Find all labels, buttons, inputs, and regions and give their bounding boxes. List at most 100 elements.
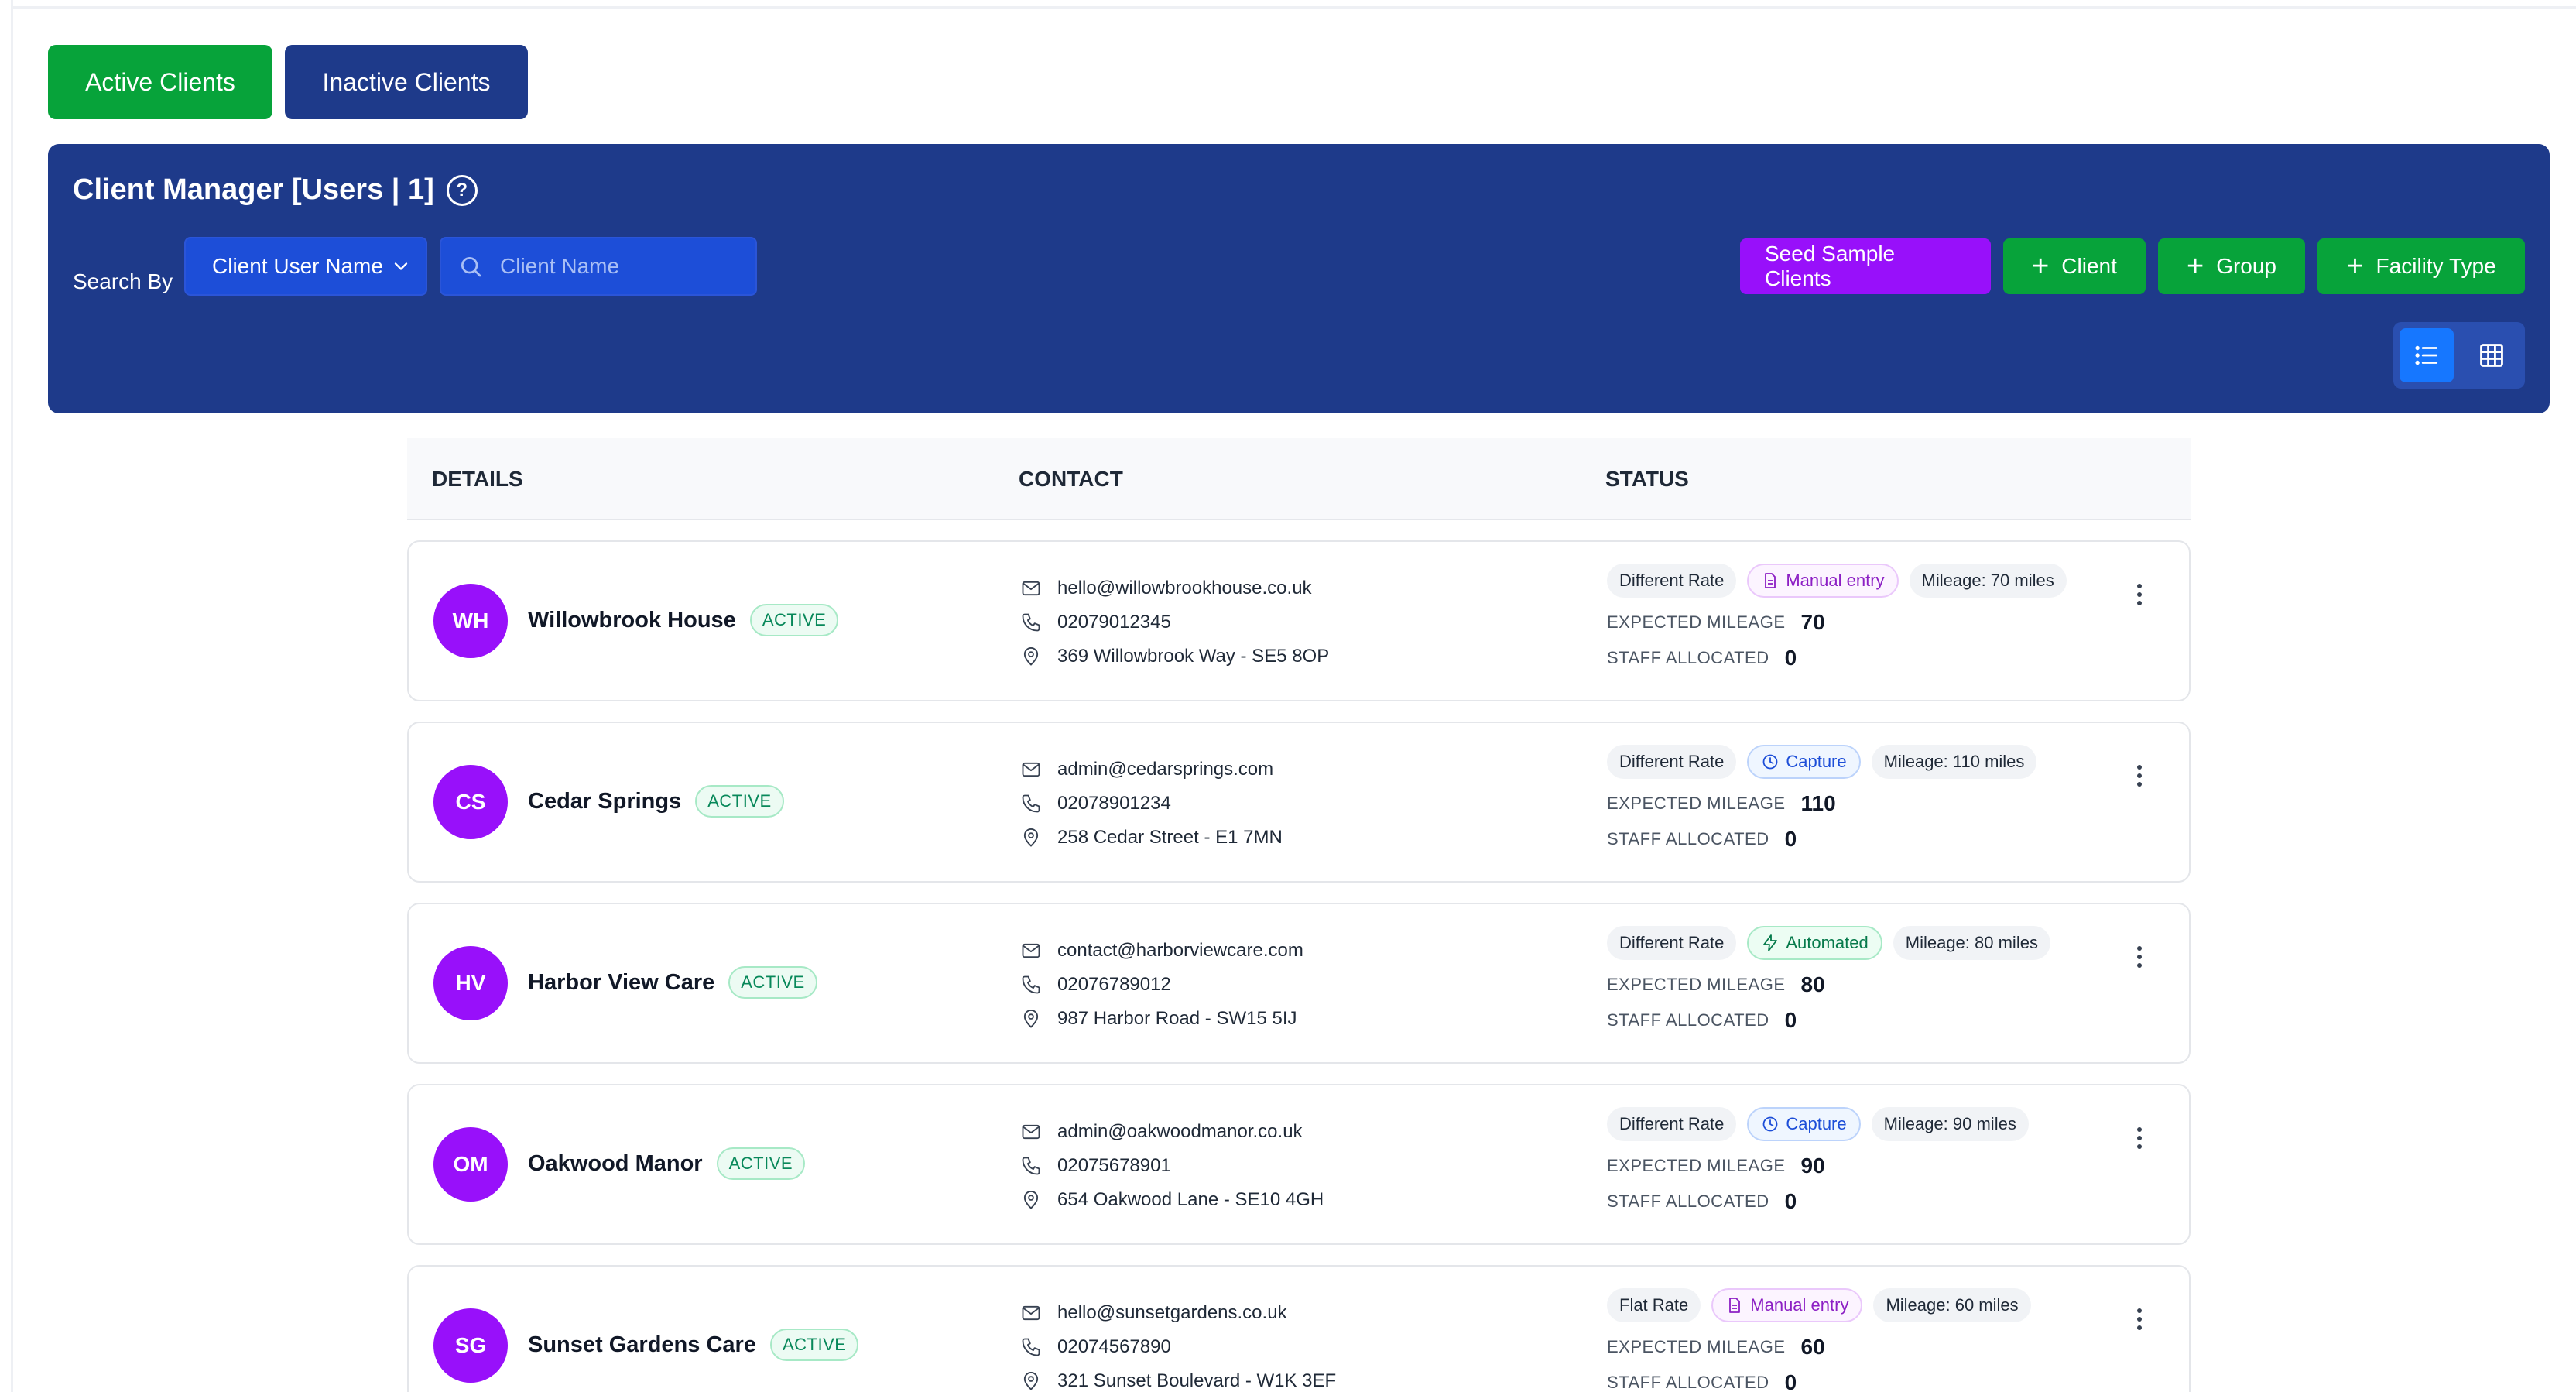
list-view-button[interactable] [2400, 328, 2454, 382]
mileage-mode-label: Manual entry [1786, 571, 1885, 590]
status-info: Flat Rate Manual entry Mileage: 60 miles… [1607, 1288, 2031, 1392]
more-options-icon[interactable] [2130, 760, 2149, 791]
status-pills: Different Rate Capture Mileage: 90 miles [1607, 1107, 2029, 1141]
phone-text[interactable]: 02075678901 [1057, 1155, 1171, 1176]
status-badge: ACTIVE [749, 604, 839, 636]
email-text[interactable]: hello@willowbrookhouse.co.uk [1057, 578, 1312, 598]
search-by-label: Search By [73, 269, 173, 293]
contact-phone: 02078901234 [1020, 787, 1283, 821]
address-text: 258 Cedar Street - E1 7MN [1057, 827, 1283, 848]
map-pin-icon [1023, 1372, 1039, 1390]
contact-phone: 02079012345 [1020, 605, 1329, 639]
phone-text[interactable]: 02076789012 [1057, 974, 1171, 995]
document-icon [1765, 573, 1776, 588]
contact-info: contact@harborviewcare.com 02076789012 9… [1020, 934, 1303, 1036]
grid-view-button[interactable] [2465, 328, 2519, 382]
expected-mileage-value: 60 [1800, 1335, 1825, 1359]
expected-mileage-label: EXPECTED MILEAGE [1607, 794, 1786, 813]
column-header-status[interactable]: STATUS [1605, 467, 1689, 491]
more-options-icon[interactable] [2130, 579, 2149, 610]
contact-info: hello@willowbrookhouse.co.uk 02079012345… [1020, 571, 1329, 674]
contact-address: 987 Harbor Road - SW15 5IJ [1020, 1002, 1303, 1036]
help-icon[interactable]: ? [446, 174, 478, 206]
email-text[interactable]: admin@cedarsprings.com [1057, 759, 1274, 780]
more-options-icon[interactable] [2130, 1304, 2149, 1335]
phone-text[interactable]: 02078901234 [1057, 793, 1171, 814]
tab-inactive-clients[interactable]: Inactive Clients [285, 45, 528, 119]
status-badge: ACTIVE [728, 966, 817, 999]
map-pin-icon [1023, 1010, 1039, 1028]
client-name[interactable]: Oakwood Manor [528, 1150, 703, 1176]
address-text: 369 Willowbrook Way - SE5 8OP [1057, 646, 1330, 667]
client-row[interactable]: CS Cedar Springs ACTIVE admin@cedarsprin… [407, 722, 2191, 883]
search-icon [461, 257, 481, 277]
seed-button-label: Seed Sample Clients [1765, 242, 1896, 290]
staff-allocated-label: STAFF ALLOCATED [1607, 829, 1769, 849]
client-row[interactable]: OM Oakwood Manor ACTIVE admin@oakwoodman… [407, 1084, 2191, 1245]
tab-active-clients[interactable]: Active Clients [48, 45, 272, 119]
plus-icon: + [2186, 250, 2204, 283]
expected-mileage: EXPECTED MILEAGE 110 [1607, 787, 2036, 821]
client-name-group: Oakwood Manor ACTIVE [528, 1147, 806, 1180]
client-name-group: Harbor View Care ACTIVE [528, 966, 817, 999]
staff-allocated-value: 0 [1784, 1008, 1797, 1032]
mail-icon [1022, 1124, 1040, 1140]
expected-mileage-value: 70 [1800, 610, 1825, 634]
search-by-selected-value: Client User Name [212, 254, 383, 278]
staff-allocated: STAFF ALLOCATED 0 [1607, 1185, 2029, 1219]
email-text[interactable]: hello@sunsetgardens.co.uk [1057, 1302, 1287, 1323]
contact-address: 321 Sunset Boulevard - W1K 3EF [1020, 1364, 1336, 1392]
expected-mileage-value: 90 [1800, 1154, 1825, 1178]
client-name[interactable]: Sunset Gardens Care [528, 1332, 756, 1357]
expected-mileage-label: EXPECTED MILEAGE [1607, 975, 1786, 994]
rate-pill: Different Rate [1607, 745, 1737, 779]
staff-allocated-value: 0 [1784, 1189, 1797, 1213]
add-group-button[interactable]: + Group [2158, 238, 2305, 294]
status-badge: ACTIVE [769, 1329, 859, 1361]
map-pin-icon [1023, 1191, 1039, 1209]
mail-icon [1022, 943, 1040, 958]
client-manager-panel: Client Manager [Users | 1] ? Search By C… [48, 144, 2550, 413]
client-row[interactable]: SG Sunset Gardens Care ACTIVE hello@suns… [407, 1265, 2191, 1392]
add-facility-type-button[interactable]: + Facility Type [2317, 238, 2525, 294]
add-client-button[interactable]: + Client [2003, 238, 2146, 294]
more-options-icon[interactable] [2130, 1123, 2149, 1154]
client-row[interactable]: HV Harbor View Care ACTIVE contact@harbo… [407, 903, 2191, 1064]
client-row[interactable]: WH Willowbrook House ACTIVE hello@willow… [407, 540, 2191, 701]
more-options-icon[interactable] [2130, 941, 2149, 972]
mail-icon [1022, 581, 1040, 596]
phone-text[interactable]: 02074567890 [1057, 1336, 1171, 1357]
contact-address: 258 Cedar Street - E1 7MN [1020, 821, 1283, 855]
contact-phone: 02074567890 [1020, 1330, 1336, 1364]
client-name-group: Willowbrook House ACTIVE [528, 604, 839, 636]
avatar: WH [433, 584, 508, 658]
add-client-label: Client [2061, 254, 2117, 278]
mileage-pill: Mileage: 90 miles [1871, 1107, 2029, 1141]
mileage-mode-pill: Manual entry [1747, 564, 1899, 598]
status-pills: Different Rate Automated Mileage: 80 mil… [1607, 926, 2050, 960]
column-header-contact[interactable]: CONTACT [1019, 467, 1123, 491]
email-text[interactable]: admin@oakwoodmanor.co.uk [1057, 1121, 1303, 1142]
phone-text[interactable]: 02079012345 [1057, 612, 1171, 633]
status-info: Different Rate Capture Mileage: 110 mile… [1607, 745, 2037, 856]
staff-allocated-value: 0 [1784, 1370, 1797, 1392]
rate-pill: Flat Rate [1607, 1288, 1701, 1322]
email-text[interactable]: contact@harborviewcare.com [1057, 940, 1303, 961]
client-name[interactable]: Cedar Springs [528, 788, 682, 814]
search-input[interactable] [500, 254, 748, 279]
search-by-select[interactable]: Client User Name [184, 237, 427, 296]
mileage-mode-pill: Capture [1747, 1107, 1861, 1141]
list-icon [2415, 345, 2438, 365]
contact-email: admin@oakwoodmanor.co.uk [1020, 1115, 1324, 1149]
client-name[interactable]: Harbor View Care [528, 969, 715, 995]
staff-allocated-value: 0 [1784, 827, 1797, 851]
status-badge: ACTIVE [716, 1147, 806, 1180]
client-name-group: Sunset Gardens Care ACTIVE [528, 1329, 859, 1361]
client-name[interactable]: Willowbrook House [528, 607, 736, 633]
mileage-mode-label: Capture [1786, 752, 1847, 771]
seed-sample-clients-button[interactable]: Seed Sample Clients [1740, 238, 1991, 294]
mileage-pill: Mileage: 110 miles [1871, 745, 2037, 779]
column-header-details[interactable]: DETAILS [432, 467, 523, 491]
mail-icon [1022, 762, 1040, 777]
grid-icon [2480, 344, 2503, 367]
